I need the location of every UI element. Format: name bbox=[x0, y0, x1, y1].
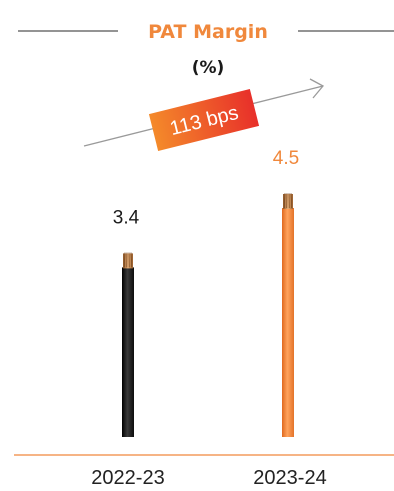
x-tick-2023-24: 2023-24 bbox=[253, 467, 326, 489]
x-tick-2022-23: 2022-23 bbox=[91, 467, 164, 489]
value-label-2022-23: 3.4 bbox=[113, 207, 140, 228]
copper-tip-2022-23 bbox=[123, 252, 133, 269]
bars: 3.4 4.5 bbox=[113, 148, 299, 437]
bar-2022-23 bbox=[122, 267, 134, 437]
bps-badge: 113 bps bbox=[148, 88, 260, 152]
chart-title: PAT Margin bbox=[148, 21, 268, 43]
unit-label: (%) bbox=[192, 58, 225, 78]
bar-2023-24 bbox=[282, 208, 294, 437]
value-label-2023-24: 4.5 bbox=[273, 148, 299, 169]
copper-tip-2023-24 bbox=[283, 192, 293, 209]
bps-badge-shape bbox=[148, 88, 260, 152]
